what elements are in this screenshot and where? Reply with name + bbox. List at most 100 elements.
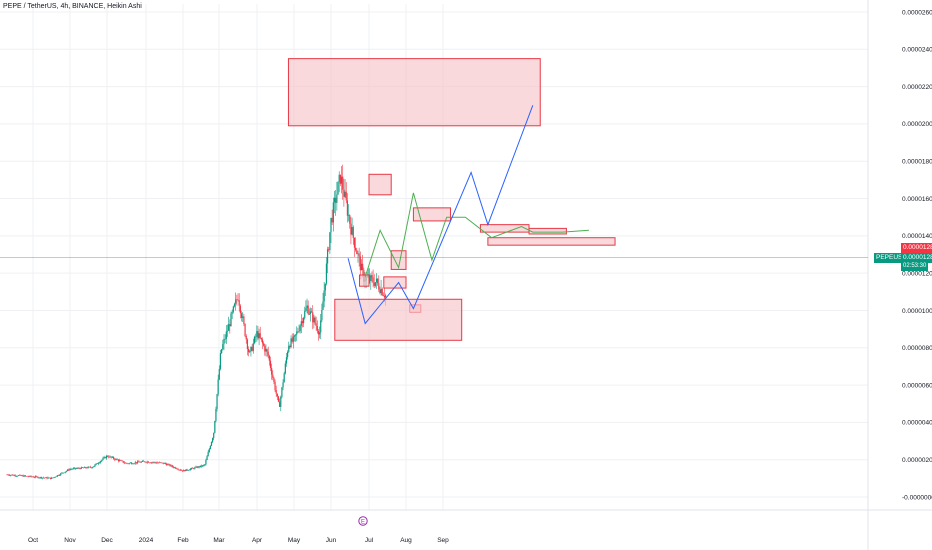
candle-body xyxy=(64,471,66,473)
price-zone-box xyxy=(528,227,567,235)
candle-body xyxy=(156,462,159,464)
candle-body xyxy=(73,467,76,469)
candle-body xyxy=(9,475,12,476)
candle-body xyxy=(252,343,254,351)
candle-body xyxy=(45,477,47,478)
candle-body xyxy=(304,310,306,318)
candle-body xyxy=(261,339,264,344)
candle-body xyxy=(72,468,74,469)
candle-body xyxy=(16,475,18,477)
candle-body xyxy=(292,336,294,342)
candle-body xyxy=(153,462,155,463)
candle-body xyxy=(272,374,274,378)
candle-body xyxy=(158,462,160,464)
candle-body xyxy=(103,457,105,459)
candle-body xyxy=(100,461,102,463)
candle-body xyxy=(79,468,81,469)
candle-body xyxy=(6,474,8,476)
candle-body xyxy=(85,467,87,468)
candle-body xyxy=(154,462,156,463)
candle-body xyxy=(353,238,356,248)
candle-body xyxy=(297,331,299,333)
candle-body xyxy=(68,469,70,471)
candle-body xyxy=(88,466,90,468)
candle-body xyxy=(212,438,214,442)
candle-body xyxy=(86,467,88,469)
candle-body xyxy=(346,200,349,216)
candle-body xyxy=(250,346,252,352)
candle-body xyxy=(231,311,233,314)
candle-body xyxy=(182,470,184,472)
candle-body xyxy=(28,476,30,478)
candle-body xyxy=(379,289,381,294)
symbol-tag: PEPEUSDT xyxy=(874,253,914,263)
candle-body xyxy=(305,308,307,311)
candle-body xyxy=(101,459,103,462)
candle-body xyxy=(324,283,326,291)
candle-body xyxy=(80,467,82,469)
candle-body xyxy=(265,349,267,352)
candle-body xyxy=(43,477,45,479)
earnings-marker-icon[interactable]: E xyxy=(358,516,368,526)
price-zone-box xyxy=(412,207,451,222)
candle-body xyxy=(381,288,383,296)
candle-body xyxy=(295,334,297,336)
candle-body xyxy=(97,463,100,464)
candle-body xyxy=(126,462,128,464)
candle-body xyxy=(269,360,272,369)
candle-body xyxy=(293,335,296,337)
candle-body xyxy=(47,477,49,479)
candle-body xyxy=(310,311,313,313)
candle-body xyxy=(147,461,149,463)
candle-body xyxy=(104,457,106,459)
candle-body xyxy=(335,197,337,203)
candle-body xyxy=(51,477,53,479)
candle-body xyxy=(256,331,258,337)
candle-body xyxy=(200,465,203,467)
candle-body xyxy=(215,408,217,421)
candle-body xyxy=(94,464,96,467)
candle-body xyxy=(66,469,69,471)
candle-body xyxy=(54,476,56,478)
candle-body xyxy=(340,176,343,184)
candle-body xyxy=(347,215,350,216)
candle-body xyxy=(271,368,273,375)
candle-body xyxy=(316,326,318,331)
candle-body xyxy=(267,351,269,356)
candle-body xyxy=(233,303,236,307)
candle-body xyxy=(382,295,384,296)
candle-body xyxy=(69,469,71,471)
candle-body xyxy=(106,455,109,457)
candle-body xyxy=(204,464,206,466)
candle-body xyxy=(151,462,153,463)
candle-body xyxy=(268,355,270,361)
candle-body xyxy=(17,475,20,476)
candle-body xyxy=(299,325,301,331)
svg-text:E: E xyxy=(361,519,365,525)
candle-body xyxy=(282,382,284,388)
price-zone-box xyxy=(334,298,463,341)
candle-body xyxy=(357,253,359,255)
time-axis[interactable]: Oct Nov Dec 2024 Feb Mar Apr May Jun Jul Aug Sep xyxy=(28,537,449,544)
candle-body xyxy=(162,462,164,464)
chart-title: PEPE / TetherUS, 4h, BINANCE, Heikin Ash… xyxy=(3,3,142,10)
candle-body xyxy=(336,194,338,203)
candle-body xyxy=(222,344,224,350)
current-price-tag: 0.00001285 xyxy=(901,253,932,263)
candle-body xyxy=(359,256,361,271)
candle-body xyxy=(32,476,34,478)
candle-body xyxy=(21,475,23,477)
candle-body xyxy=(60,473,62,475)
candle-body xyxy=(111,457,113,458)
candle-body xyxy=(290,338,292,348)
candle-body xyxy=(307,305,309,315)
supply-demand-zones xyxy=(287,58,616,341)
candle-body xyxy=(52,477,54,479)
price-zone-box xyxy=(383,276,407,289)
candle-body xyxy=(125,462,127,464)
candle-body xyxy=(214,420,216,433)
candle-body xyxy=(93,466,95,468)
